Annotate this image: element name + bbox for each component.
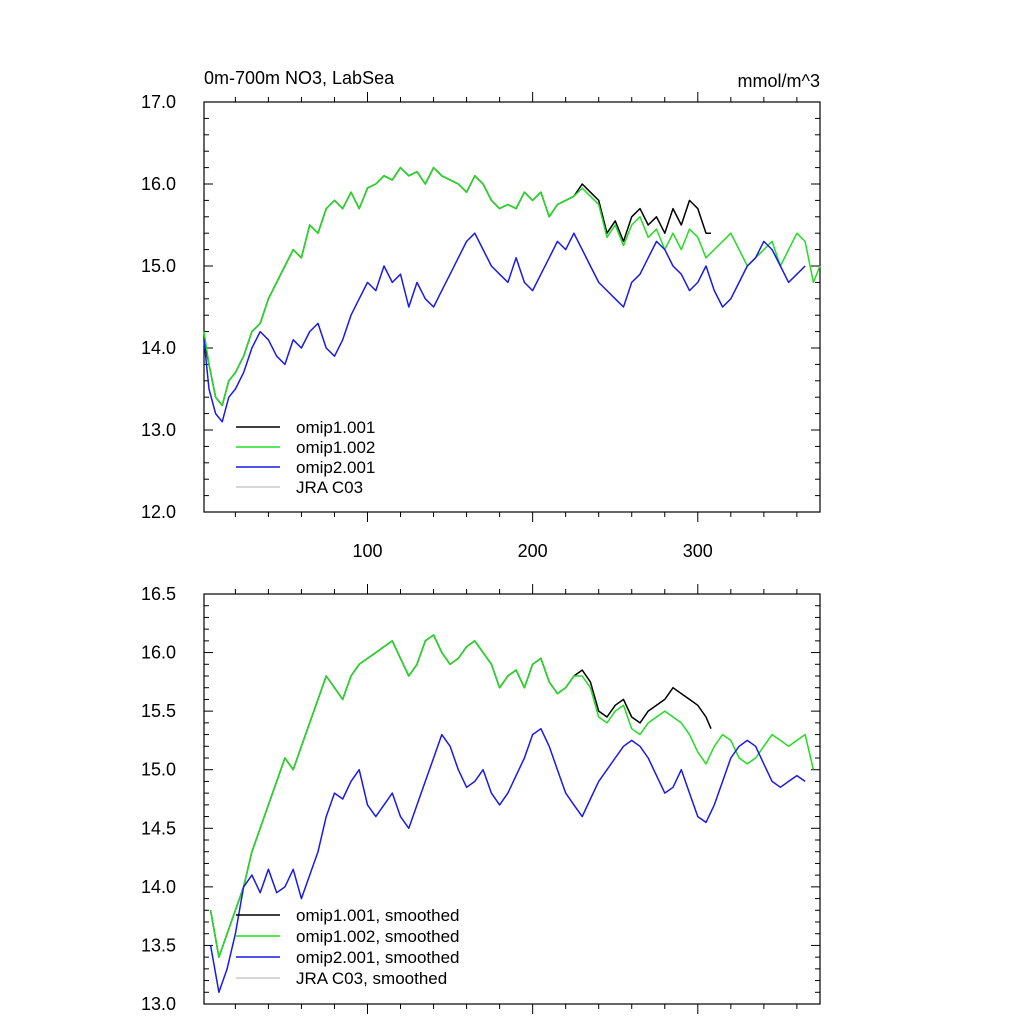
legend-label: omip2.001 — [296, 458, 375, 477]
y-tick-label: 16.0 — [141, 174, 176, 194]
legend-label: omip1.002, smoothed — [296, 927, 460, 946]
legend-label: omip2.001, smoothed — [296, 948, 460, 967]
y-tick-label: 17.0 — [141, 92, 176, 112]
y-tick-label: 14.5 — [141, 818, 176, 838]
legend-label: omip1.001, smoothed — [296, 906, 460, 925]
top-panel: 12.0 13.0 14.0 15.0 16.0 17.0 100 200 300 omip1.0… — [141, 68, 821, 561]
x-tick-label: 300 — [683, 541, 713, 561]
legend-label: omip1.002 — [296, 438, 375, 457]
plot-frame — [203, 593, 821, 1005]
x-tick-label: 200 — [518, 541, 548, 561]
series-line-omip2-001 — [203, 232, 806, 423]
series-line-omip1-002-smoothed — [209, 634, 815, 958]
series-line-omip1-001 — [203, 166, 711, 407]
y-tick-label: 13.5 — [141, 935, 176, 955]
y-tick-label: 14.0 — [141, 338, 176, 358]
plot-frame — [203, 101, 821, 513]
y-tick-label: 16.5 — [141, 584, 176, 604]
legend-label: JRA C03 — [296, 478, 363, 497]
bottom-panel: 13.0 13.5 14.0 14.5 15.0 15.5 16.0 16.5 omip1.00… — [141, 584, 821, 1014]
y-tick-label: 14.0 — [141, 877, 176, 897]
y-tick-label: 15.5 — [141, 701, 176, 721]
y-tick-label: 13.0 — [141, 420, 176, 440]
units-label: mmol/m^3 — [738, 71, 820, 91]
y-tick-label: 15.0 — [141, 760, 176, 780]
legend-label: omip1.001 — [296, 418, 375, 437]
y-tick-label: 13.0 — [141, 994, 176, 1014]
chart-title: 0m-700m NO3, LabSea — [204, 68, 395, 88]
y-tick-label: 15.0 — [141, 256, 176, 276]
x-tick-label: 100 — [352, 541, 382, 561]
series-line-omip1-002 — [203, 166, 821, 407]
series-line-omip1-001-smoothed — [209, 634, 712, 958]
legend-label: JRA C03, smoothed — [296, 969, 447, 988]
series-line-omip2-001-smoothed — [209, 727, 806, 994]
y-tick-label: 12.0 — [141, 502, 176, 522]
y-tick-label: 16.0 — [141, 643, 176, 663]
